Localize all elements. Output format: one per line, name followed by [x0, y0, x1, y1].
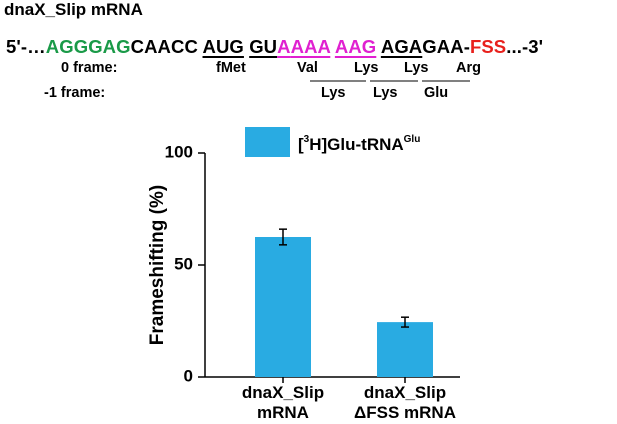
x-tick-label: ΔFSS mRNA: [354, 403, 456, 422]
bar: [255, 237, 311, 377]
sequence-segment: AAG: [334, 36, 377, 57]
y-tick-label: 50: [174, 254, 193, 273]
codon-label: Lys: [404, 60, 429, 76]
sequence-segment: ...-3': [506, 36, 544, 57]
x-tick-label: dnaX_Slip: [242, 383, 324, 402]
sequence-segment: FSS: [469, 36, 507, 57]
codon-label: Glu: [424, 85, 449, 101]
legend-superscript: Glu: [404, 134, 421, 145]
codon-label: Lys: [321, 85, 346, 101]
frame-label: -1 frame:: [44, 85, 106, 101]
legend-label: [3H]Glu-tRNAGlu: [298, 134, 420, 154]
y-tick-label: 100: [165, 142, 193, 161]
codon-label: Lys: [354, 60, 379, 76]
sequence-segment: AGA: [380, 36, 423, 57]
codon-label: Val: [297, 60, 318, 76]
sequence-segment: AGGGAG: [45, 36, 131, 57]
sequence-segment: CAACC: [130, 36, 198, 57]
sequence-segment: AAA: [290, 36, 331, 57]
title: dnaX_Slip mRNA: [4, 0, 143, 19]
frame-label: 0 frame:: [61, 60, 118, 76]
codon-label: Arg: [456, 60, 481, 76]
legend-text: H]Glu-tRNA: [309, 135, 403, 154]
error-bar: [279, 228, 287, 246]
sequence-segment: AUG: [202, 36, 244, 57]
y-axis-label: Frameshifting (%): [147, 185, 168, 345]
codon-label: Lys: [373, 85, 398, 101]
x-tick-label: dnaX_Slip: [364, 383, 446, 402]
legend-swatch: [245, 127, 290, 157]
y-tick-label: 0: [184, 366, 193, 385]
sequence-segment: GU: [249, 36, 278, 57]
x-tick-label: mRNA: [257, 403, 309, 422]
legend-text: [: [298, 135, 304, 154]
error-bar: [401, 316, 409, 328]
legend-superscript: 3: [304, 134, 310, 145]
bar: [377, 322, 433, 377]
sequence: 5'-…AGGGAGCAACC AUG GUAAAA AAG AGAGAA-FS…: [6, 36, 543, 58]
sequence-segment: A: [277, 36, 291, 57]
sequence-segment: GAA-: [422, 36, 470, 57]
sequence-segment: 5'-…: [6, 36, 46, 57]
codon-label: fMet: [216, 60, 246, 76]
